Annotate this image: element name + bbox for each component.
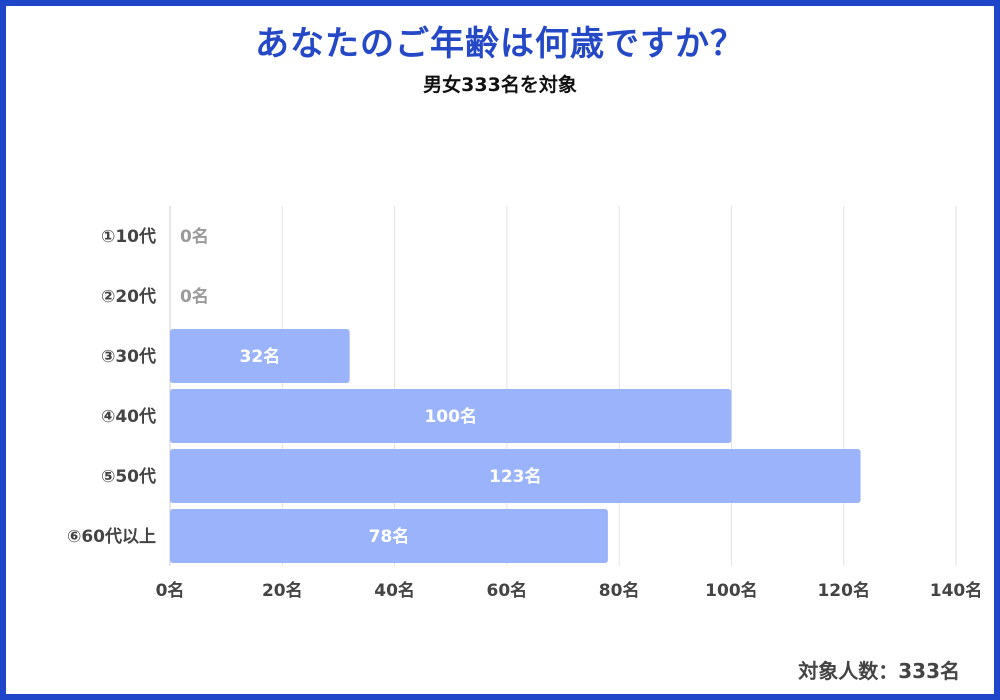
data-labels: 0名 0名 32名 100名 123名 78名: [180, 226, 542, 547]
category-label: ③30代: [101, 346, 156, 367]
x-tick-label: 80名: [599, 580, 640, 601]
category-label: ⑤50代: [101, 466, 156, 487]
category-label: ④40代: [101, 406, 156, 427]
category-label: ②20代: [101, 286, 156, 307]
bar-5: [170, 449, 861, 503]
x-tick-label: 20名: [262, 580, 303, 601]
total-respondents-note: 対象人数：333名: [798, 659, 960, 683]
data-label: 0名: [180, 226, 209, 247]
x-tick-labels: 0名 20名 40名 60名 80名 100名 120名 140名: [156, 580, 983, 601]
data-label: 78名: [369, 526, 410, 547]
category-label: ①10代: [101, 226, 156, 247]
bar-6: [170, 509, 608, 563]
data-label: 100名: [424, 406, 477, 427]
data-label: 123名: [489, 466, 542, 487]
category-labels: ①10代 ②20代 ③30代 ④40代 ⑤50代 ⑥60代以上: [67, 226, 156, 547]
x-tick-label: 60名: [487, 580, 528, 601]
data-label: 0名: [180, 286, 209, 307]
category-label: ⑥60代以上: [67, 526, 156, 547]
x-tick-label: 100名: [705, 580, 758, 601]
bar-3: [170, 329, 350, 383]
grid-lines: [169, 206, 957, 566]
chart-title: あなたのご年齢は何歳ですか？: [255, 24, 745, 64]
chart-subtitle: 男女333名を対象: [423, 74, 577, 96]
data-label: 32名: [239, 346, 280, 367]
bar-4: [170, 389, 732, 443]
bars: [170, 329, 861, 563]
x-tick-label: 40名: [374, 580, 415, 601]
x-tick-label: 140名: [930, 580, 983, 601]
x-tick-label: 0名: [156, 580, 185, 601]
x-tick-label: 120名: [817, 580, 870, 601]
